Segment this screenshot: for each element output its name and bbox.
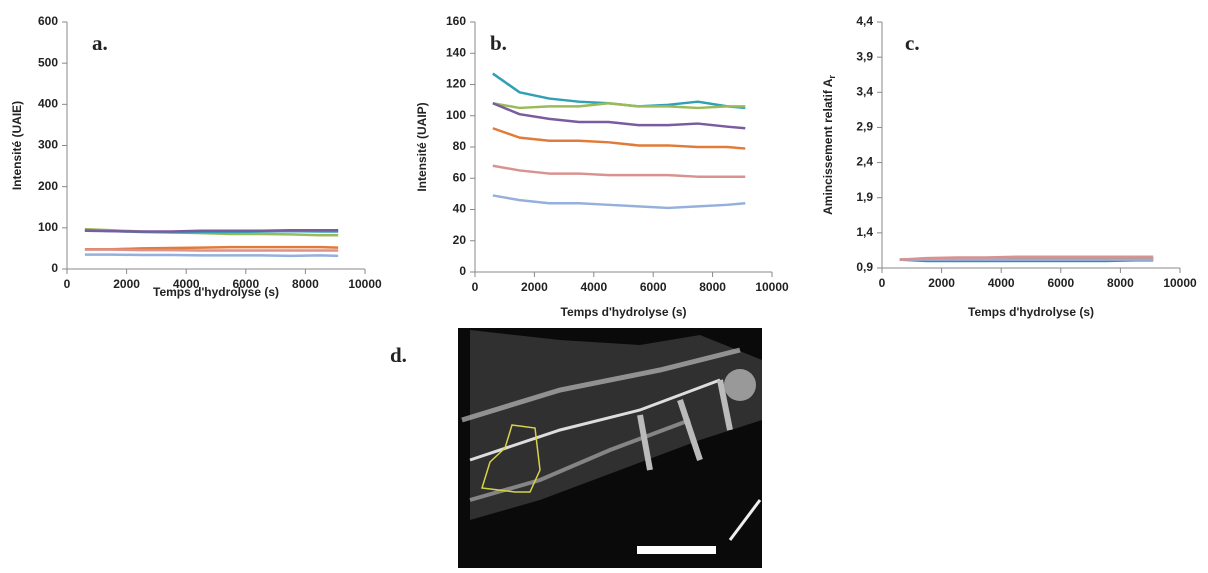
y-tick-label: 400 [38,97,58,111]
y-tick-label: 100 [38,220,58,234]
panel-label: a. [92,31,108,55]
x-tick-label: 2000 [113,277,140,291]
y-axis-title-sub: r [827,75,837,79]
y-tick-label: 4,4 [856,14,873,28]
x-tick-label: 8000 [699,280,726,294]
y-axis-title-main: Intensité (UAIE) [10,101,24,190]
x-axis-title: Temps d'hydrolyse (s) [561,305,687,319]
series-line [492,194,746,210]
x-tick-label: 2000 [521,280,548,294]
y-tick-label: 2,4 [856,155,873,169]
panel-label: b. [490,31,507,55]
micrograph [458,328,762,568]
y-axis-title-main: Amincissement relatif A [821,78,835,215]
x-axis-title: Temps d'hydrolyse (s) [968,305,1094,319]
y-tick-label: 1,4 [856,225,873,239]
x-tick-label: 0 [64,277,71,291]
x-tick-label: 6000 [640,280,667,294]
y-tick-label: 3,4 [856,84,873,98]
x-tick-label: 6000 [232,277,259,291]
y-tick-label: 0 [51,261,58,275]
y-tick-label: 120 [446,77,466,91]
y-axis-title: Intensité (UAIE) [10,101,24,190]
y-tick-label: 500 [38,55,58,69]
series-line [492,102,746,110]
x-tick-label: 10000 [755,280,789,294]
y-tick-label: 80 [453,139,467,153]
y-tick-label: 1,9 [856,190,873,204]
x-axis-title: Temps d'hydrolyse (s) [153,285,279,299]
y-axis-title-main: Intensité (UAIP) [415,102,429,191]
x-tick-label: 2000 [928,276,955,290]
x-tick-label: 10000 [1163,276,1197,290]
x-tick-label: 0 [879,276,886,290]
y-tick-label: 60 [453,170,467,184]
series-line [84,229,339,233]
y-tick-label: 2,9 [856,120,873,134]
series-line [492,164,746,178]
panel-label: c. [905,31,920,55]
x-tick-label: 10000 [348,277,382,291]
y-tick-label: 40 [453,202,467,216]
series-line [492,102,746,130]
y-tick-label: 100 [446,108,466,122]
series-line [899,255,1154,261]
y-tick-label: 3,9 [856,49,873,63]
y-tick-label: 200 [38,179,58,193]
x-tick-label: 4000 [580,280,607,294]
series-line [84,248,339,252]
x-tick-label: 8000 [1107,276,1134,290]
panel-label: d. [390,343,407,367]
x-tick-label: 0 [472,280,479,294]
y-tick-label: 300 [38,138,58,152]
y-tick-label: 600 [38,14,58,28]
series-line [492,72,746,110]
x-tick-label: 6000 [1047,276,1074,290]
y-axis-title: Amincissement relatif Ar [821,75,837,215]
y-tick-label: 160 [446,14,466,28]
x-tick-label: 8000 [292,277,319,291]
series-line [84,253,339,258]
y-tick-label: 140 [446,45,466,59]
y-tick-label: 0,9 [856,260,873,274]
y-tick-label: 20 [453,233,467,247]
series-line [492,127,746,150]
y-axis-title: Intensité (UAIP) [415,102,429,191]
y-tick-label: 0 [459,264,466,278]
x-tick-label: 4000 [988,276,1015,290]
x-tick-label: 4000 [173,277,200,291]
